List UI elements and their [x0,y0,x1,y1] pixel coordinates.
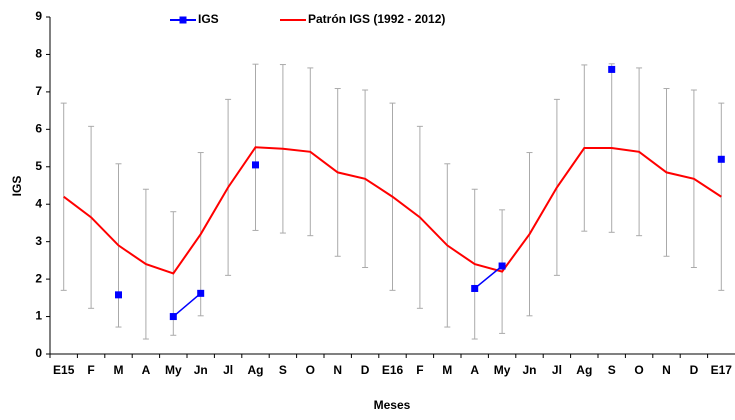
y-tick-label: 8 [35,47,42,61]
x-tick-label: My [165,363,182,377]
legend-marker [179,16,187,24]
marker [471,284,479,292]
x-tick-label: Jl [223,363,233,377]
marker [252,161,259,169]
marker [608,65,616,73]
series-line [172,292,202,318]
x-tick-label: D [690,363,699,377]
x-tick-label: Jn [522,363,536,377]
marker [197,289,205,297]
x-tick-label: F [416,363,423,377]
y-axis-label: IGS [10,176,24,197]
x-tick-label: E17 [711,363,733,377]
x-tick-label: Jl [552,363,562,377]
x-tick-label: F [87,363,94,377]
x-tick-label: A [142,363,151,377]
y-tick-label: 4 [35,196,42,210]
x-tick-label: N [333,363,342,377]
x-tick-label: S [608,363,616,377]
x-tick-label: E16 [382,363,404,377]
x-tick-label: M [114,363,124,377]
legend-label: Patrón IGS (1992 - 2012) [308,12,445,26]
y-tick-label: 5 [35,159,42,173]
x-tick-label: O [634,363,643,377]
x-tick-label: Ag [248,363,264,377]
legend-label: IGS [198,12,219,26]
x-tick-label: My [494,363,511,377]
series-line [474,265,503,290]
y-tick-label: 0 [35,346,42,360]
y-tick-label: 3 [35,234,42,248]
x-tick-label: Ag [576,363,592,377]
y-tick-label: 2 [35,271,42,285]
y-tick-label: 6 [35,122,42,136]
marker [498,262,506,270]
x-tick-label: O [306,363,315,377]
x-tick-label: D [361,363,370,377]
y-tick-label: 9 [35,9,42,23]
y-tick-label: 1 [35,309,42,323]
x-tick-label: A [470,363,479,377]
marker [115,291,122,299]
x-tick-label: N [662,363,671,377]
marker [717,155,725,163]
x-tick-label: M [442,363,452,377]
x-tick-label: E15 [53,363,75,377]
marker [169,313,177,321]
y-tick-label: 7 [35,84,42,98]
series-line [63,146,722,275]
x-tick-label: Jn [194,363,208,377]
x-tick-label: S [279,363,287,377]
x-axis-label: Meses [374,398,411,412]
